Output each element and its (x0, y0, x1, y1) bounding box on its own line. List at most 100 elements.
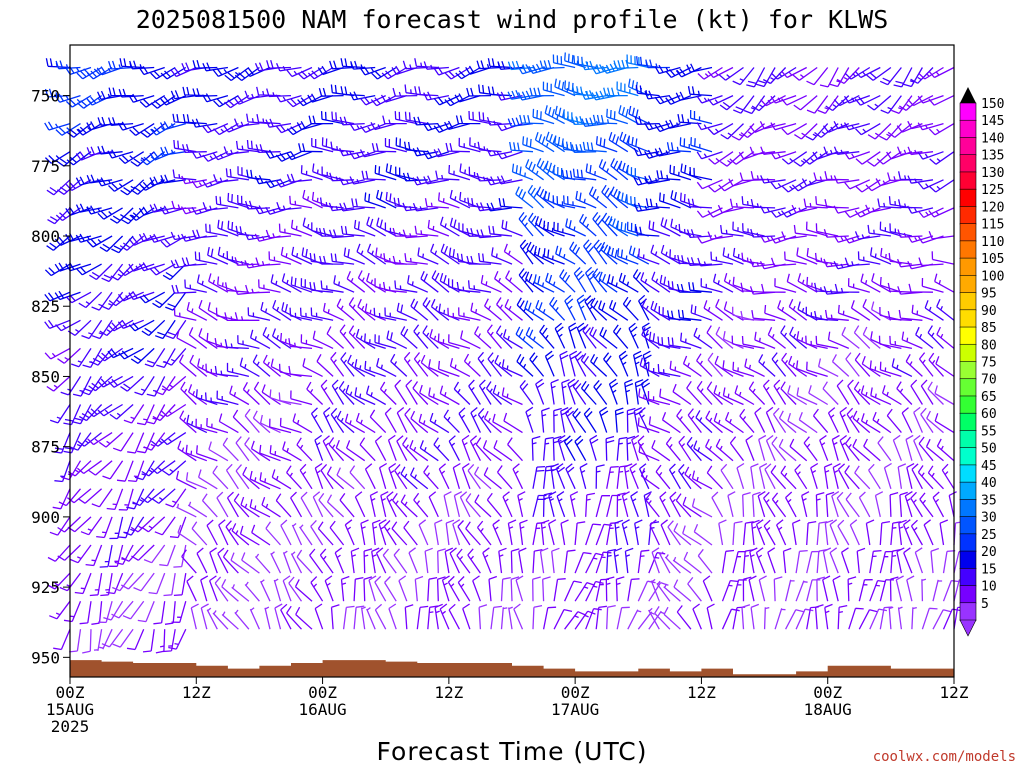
wind-barb (128, 263, 155, 272)
wind-barb (334, 547, 345, 574)
wind-barb (47, 572, 71, 590)
wind-barb (606, 548, 617, 574)
wind-barb (466, 228, 492, 237)
wind-barb (778, 410, 797, 434)
wind-barb (360, 519, 369, 546)
wind-barb (901, 407, 913, 433)
wind-barb (844, 207, 871, 218)
wind-barb (511, 163, 534, 181)
wind-barb (627, 578, 640, 602)
wind-barb (109, 207, 134, 224)
wind-barb (610, 158, 629, 181)
wind-barb (539, 60, 565, 70)
wind-barb (755, 519, 766, 546)
wind-barb (152, 291, 176, 309)
wind-barb (574, 610, 596, 630)
wind-barb (732, 276, 755, 293)
wind-barb (225, 463, 239, 490)
wind-barb (690, 137, 713, 153)
wind-barb (598, 300, 618, 321)
wind-barb (607, 274, 629, 293)
wind-barb (160, 174, 186, 184)
wind-barb (496, 465, 513, 490)
wind-barb (330, 407, 345, 433)
wind-barb (365, 385, 387, 406)
wind-barb (82, 629, 92, 654)
wind-barb (896, 381, 913, 405)
wind-barb (112, 572, 134, 592)
wind-barb (686, 380, 702, 405)
wind-barb (696, 179, 723, 190)
wind-barb (299, 524, 313, 546)
colorbar-label: 10 (981, 580, 997, 595)
wind-barb (168, 628, 187, 650)
wind-barb (363, 576, 373, 602)
wind-barb (107, 117, 134, 127)
wind-barb (806, 579, 821, 602)
wind-barb (805, 123, 829, 141)
wind-barb (592, 268, 608, 293)
wind-barb (424, 547, 433, 574)
wind-barb (444, 95, 471, 107)
wind-barb (552, 195, 576, 209)
wind-barb (97, 90, 123, 100)
wind-barb (829, 547, 839, 574)
wind-barb (329, 60, 355, 70)
wind-barb (921, 607, 938, 630)
wind-barb (191, 521, 208, 546)
wind-barb (160, 432, 187, 446)
wind-barb (765, 434, 776, 461)
wind-barb (595, 494, 611, 518)
wind-barb (141, 319, 166, 337)
wind-barb (571, 144, 597, 153)
wind-barb (282, 575, 292, 602)
wind-barb (179, 410, 197, 434)
wind-barb (465, 521, 481, 546)
wind-barb (266, 60, 292, 69)
wind-barb (234, 66, 260, 82)
wind-barb (770, 122, 797, 131)
wind-barb (568, 350, 579, 377)
wind-barb (640, 378, 651, 405)
wind-barb (879, 221, 902, 237)
wind-barb (743, 95, 766, 115)
wind-barb (529, 352, 545, 377)
wind-barb (255, 257, 281, 267)
wind-barb (887, 282, 912, 293)
wind-barb (299, 307, 323, 321)
wind-barb (788, 298, 808, 321)
wind-barb (437, 333, 460, 350)
wind-barb (593, 379, 608, 405)
wind-barb (507, 519, 517, 546)
wind-barb (290, 219, 313, 237)
wind-barb (526, 241, 545, 265)
wind-barb (225, 168, 249, 181)
wind-barb (553, 578, 566, 602)
wind-barb (364, 192, 386, 209)
plot-frame (69, 44, 955, 678)
wind-barb (419, 384, 439, 406)
wind-barb (409, 440, 429, 462)
wind-barb (644, 175, 671, 185)
wind-barb (669, 491, 681, 518)
wind-barb (939, 519, 949, 546)
wind-barb (435, 170, 460, 181)
wind-barb (845, 352, 860, 377)
wind-barb (494, 270, 513, 293)
wind-barb (563, 435, 576, 462)
wind-barb (524, 300, 544, 321)
wind-barb (56, 179, 81, 195)
wind-barb (72, 376, 92, 397)
wind-barb (637, 611, 655, 630)
wind-barb (917, 151, 944, 160)
wind-barb (206, 417, 229, 434)
wind-barb (626, 221, 649, 237)
wind-barb (460, 330, 481, 349)
wind-barb (706, 381, 723, 405)
wind-barb (518, 547, 527, 574)
wind-barb (869, 360, 892, 378)
wind-barb (97, 403, 123, 417)
wind-barb (797, 273, 818, 293)
wind-barb (519, 239, 534, 265)
wind-barb (519, 114, 544, 125)
